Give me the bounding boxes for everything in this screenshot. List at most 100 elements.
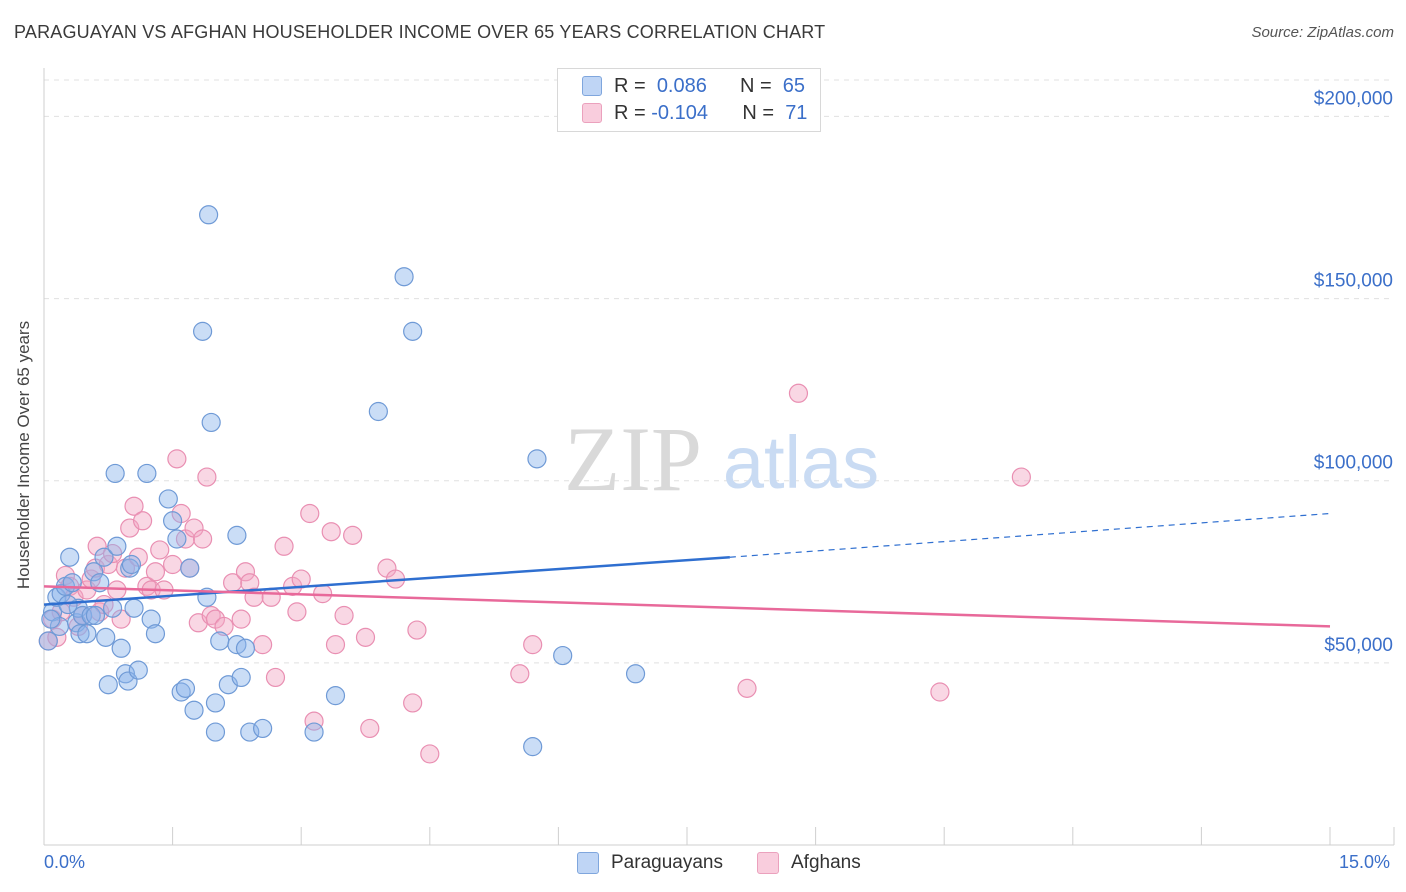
paraguayans-point <box>105 463 125 484</box>
afghans-point <box>132 511 153 531</box>
legend-n-value: 71 <box>785 101 808 124</box>
paraguayans-point <box>193 321 213 341</box>
afghans-point <box>115 558 136 578</box>
paraguayans-swatch <box>582 76 602 96</box>
paraguayans-trend-line <box>43 555 730 606</box>
afghans-point <box>360 718 380 739</box>
watermark-atlas: atlas <box>723 421 879 504</box>
y-tick-label: $100,000 <box>1314 453 1393 474</box>
afghans-point <box>325 635 346 655</box>
afghans-point <box>930 682 950 702</box>
paraguayans-point <box>240 722 260 742</box>
afghans-point <box>300 503 320 524</box>
paraguayans-point <box>167 529 187 549</box>
paraguayans-point <box>304 722 324 742</box>
afghans-point <box>420 744 440 764</box>
afghans-point <box>343 525 363 545</box>
paraguayans-swatch <box>577 852 599 874</box>
legend-r-label: R = <box>614 74 646 97</box>
paraguayans-point <box>124 598 144 618</box>
afghans-point <box>265 667 286 688</box>
afghans-point <box>235 562 256 582</box>
afghans-point <box>407 620 427 640</box>
watermark-zip: ZIP <box>564 408 702 510</box>
y-tick-label: $50,000 <box>1324 635 1393 656</box>
afghans-point <box>193 529 213 549</box>
paraguayans-point <box>98 675 118 695</box>
legend-n-label: N = <box>742 101 775 124</box>
y-tick-label: $200,000 <box>1314 88 1393 109</box>
paraguayans-point <box>235 638 256 658</box>
paraguayans-point <box>85 605 106 626</box>
paraguayans-point <box>145 624 166 644</box>
afghans-trend-line <box>43 585 1331 628</box>
paraguayans-point <box>111 638 131 658</box>
afghans-point <box>55 565 76 586</box>
paraguayans-point <box>523 737 543 757</box>
paraguayans-trend-extension <box>729 512 1331 558</box>
paraguayans-point <box>205 722 226 742</box>
paraguayans-point <box>199 205 219 225</box>
afghans-point <box>291 569 311 589</box>
afghans-point <box>334 605 354 626</box>
paraguayans-point <box>62 573 82 593</box>
paraguayans-point <box>107 536 127 556</box>
afghans-point <box>253 635 273 655</box>
legend-r-value: -0.104 <box>651 101 708 124</box>
paraguayans-point <box>38 631 58 651</box>
paraguayans-point <box>205 693 226 713</box>
afghans-point <box>163 554 183 575</box>
paraguayans-point <box>102 598 123 618</box>
chart-title: PARAGUAYAN VS AFGHAN HOUSEHOLDER INCOME … <box>14 22 826 42</box>
afghans-point <box>150 540 170 560</box>
afghans-point <box>145 562 166 582</box>
afghans-point <box>1011 467 1031 487</box>
afghans-point <box>274 536 294 556</box>
afghans-point <box>287 602 307 622</box>
legend-r-value: 0.086 <box>656 74 707 97</box>
afghans-point <box>304 711 324 731</box>
paraguayans-points <box>38 205 646 757</box>
paraguayans-point <box>368 401 388 422</box>
paraguayans-point <box>201 412 221 433</box>
afghans-point <box>124 496 144 516</box>
paraguayans-point <box>41 609 61 629</box>
source-label: Source: ZipAtlas.com <box>1251 24 1394 41</box>
y-tick-label: $150,000 <box>1314 271 1393 292</box>
afghans-point <box>355 627 376 647</box>
paraguayans-point <box>325 686 346 706</box>
legend-row-afghans: R = -0.104 N = 71 <box>582 100 807 126</box>
paraguayans-point <box>527 449 547 469</box>
afghans-point <box>261 587 281 607</box>
bottom-legend: Paraguayans Afghans <box>0 852 1406 878</box>
paraguayans-point <box>163 511 183 531</box>
x-max-label: 15.0% <box>1339 852 1391 872</box>
axes <box>43 68 1395 846</box>
paraguayans-point <box>184 700 204 720</box>
afghans-point <box>510 664 530 684</box>
watermark: ZIP atlas <box>564 408 879 510</box>
afghans-point <box>87 536 107 556</box>
legend-r-label: R = <box>614 101 646 124</box>
paraguayans-point <box>77 624 97 644</box>
x-min-label: 0.0% <box>44 852 86 872</box>
paraguayans-point <box>96 627 116 647</box>
paraguayans-point <box>94 547 114 567</box>
trend-lines <box>43 512 1331 628</box>
legend-item-paraguayans: Paraguayans <box>577 852 723 874</box>
paraguayans-point <box>253 718 273 739</box>
y-tick-labels: $50,000 $100,000 $150,000 $200,000 <box>1314 88 1393 655</box>
paraguayans-point <box>115 664 136 684</box>
paraguayans-point <box>180 558 200 578</box>
paraguayans-point <box>210 631 230 651</box>
afghans-swatch <box>582 103 602 123</box>
legend-label-paraguayans: Paraguayans <box>611 852 723 873</box>
afghans-points <box>38 383 1031 764</box>
paraguayans-point <box>158 489 178 509</box>
paraguayans-point <box>553 645 573 666</box>
afghans-point <box>403 693 423 713</box>
afghans-point <box>321 522 341 542</box>
legend-n-value: 65 <box>782 74 805 97</box>
stats-legend: R = 0.086 N = 65 R = -0.104 N = 71 <box>557 68 821 132</box>
paraguayans-point <box>60 547 80 567</box>
